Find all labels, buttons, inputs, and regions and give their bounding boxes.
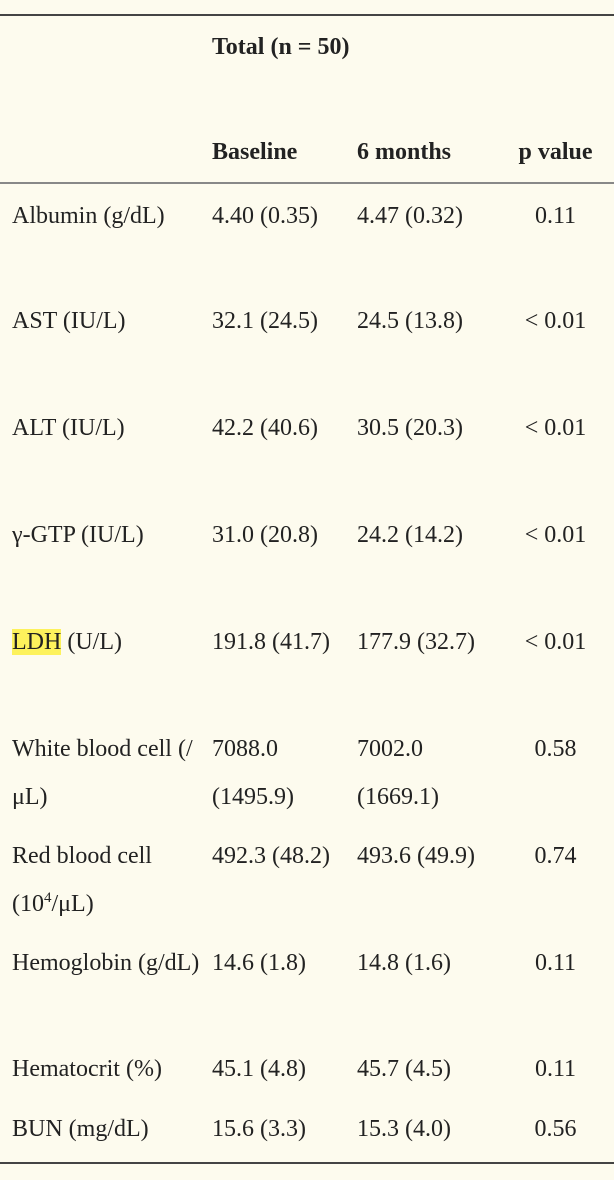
table-row: AST (IU/L) 32.1 (24.5) 24.5 (13.8) < 0.0…	[0, 289, 614, 396]
p-value: 0.58	[534, 736, 577, 762]
row-label-text: Red blood cell (10	[12, 843, 152, 917]
column-header-6-months: 6 months	[345, 121, 497, 184]
p-value: 0.11	[534, 203, 577, 229]
six-months-value: 30.5 (20.3)	[357, 415, 463, 441]
baseline-value: 191.8 (41.7)	[212, 629, 330, 655]
empty-header-cell	[0, 15, 200, 121]
table-row: LDH (U/L) 191.8 (41.7) 177.9 (32.7) < 0.…	[0, 610, 614, 717]
six-months-value: 24.5 (13.8)	[357, 308, 463, 334]
p-value: 0.11	[534, 1056, 577, 1082]
table-row: ALT (IU/L) 42.2 (40.6) 30.5 (20.3) < 0.0…	[0, 396, 614, 503]
column-header-row: Baseline 6 months p value	[0, 121, 614, 184]
baseline-value: 32.1 (24.5)	[212, 308, 318, 334]
row-label: AST (IU/L)	[12, 308, 126, 334]
six-months-value: 45.7 (4.5)	[357, 1056, 451, 1082]
row-label: LDH (U/L)	[0, 610, 200, 717]
six-months-value: 4.47 (0.32)	[357, 203, 463, 229]
table-row: γ-GTP (IU/L) 31.0 (20.8) 24.2 (14.2) < 0…	[0, 503, 614, 610]
table-row: Hemoglobin (g/dL) 14.6 (1.8) 14.8 (1.6) …	[0, 931, 614, 1038]
row-label-unit: (U/L)	[61, 629, 122, 655]
group-header-row: Total (n = 50)	[0, 15, 614, 121]
row-label: Hematocrit (%)	[12, 1056, 162, 1082]
table-row: White blood cell (/μL) 7088.0 (1495.9) 7…	[0, 717, 614, 824]
row-label: Red blood cell (104/μL)	[0, 824, 200, 931]
six-months-value: 493.6 (49.9)	[357, 843, 475, 869]
table-row: BUN (mg/dL) 15.6 (3.3) 15.3 (4.0) 0.56	[0, 1100, 614, 1163]
baseline-value: 15.6 (3.3)	[212, 1116, 306, 1142]
baseline-value: 45.1 (4.8)	[212, 1056, 306, 1082]
group-header: Total (n = 50)	[212, 34, 350, 60]
column-header-baseline: Baseline	[200, 121, 345, 184]
column-header-p-value: p value	[497, 121, 614, 184]
p-value: < 0.01	[524, 308, 587, 334]
p-value: 0.11	[534, 950, 577, 976]
table-row: Hematocrit (%) 45.1 (4.8) 45.7 (4.5) 0.1…	[0, 1038, 614, 1100]
baseline-value: 31.0 (20.8)	[212, 522, 318, 548]
row-label: White blood cell (/μL)	[12, 736, 193, 810]
baseline-value: 14.6 (1.8)	[212, 950, 306, 976]
p-value: < 0.01	[524, 629, 587, 655]
row-label: Albumin (g/dL)	[12, 203, 165, 229]
six-months-value: 15.3 (4.0)	[357, 1116, 451, 1142]
baseline-value: 42.2 (40.6)	[212, 415, 318, 441]
row-label-unit: /μL)	[51, 891, 94, 917]
lab-values-table: Total (n = 50) Baseline 6 months p value…	[0, 14, 614, 1164]
row-label: ALT (IU/L)	[12, 415, 125, 441]
row-label: Hemoglobin (g/dL)	[12, 950, 200, 976]
table-row: Albumin (g/dL) 4.40 (0.35) 4.47 (0.32) 0…	[0, 183, 614, 289]
six-months-value: 24.2 (14.2)	[357, 522, 463, 548]
table-row: Red blood cell (104/μL) 492.3 (48.2) 493…	[0, 824, 614, 931]
p-value: 0.56	[534, 1116, 577, 1142]
baseline-value: 7088.0 (1495.9)	[212, 736, 294, 810]
six-months-value: 177.9 (32.7)	[357, 629, 475, 655]
baseline-value: 492.3 (48.2)	[212, 843, 330, 869]
p-value: < 0.01	[524, 415, 587, 441]
row-label: BUN (mg/dL)	[12, 1116, 149, 1142]
baseline-value: 4.40 (0.35)	[212, 203, 318, 229]
row-label: γ-GTP (IU/L)	[12, 522, 144, 548]
p-value: < 0.01	[524, 522, 587, 548]
row-label-superscript: 4	[44, 890, 52, 906]
empty-header-cell	[0, 121, 200, 184]
highlighted-term: LDH	[12, 629, 62, 655]
six-months-value: 14.8 (1.6)	[357, 950, 451, 976]
six-months-value: 7002.0 (1669.1)	[357, 736, 439, 810]
p-value: 0.74	[534, 843, 577, 869]
